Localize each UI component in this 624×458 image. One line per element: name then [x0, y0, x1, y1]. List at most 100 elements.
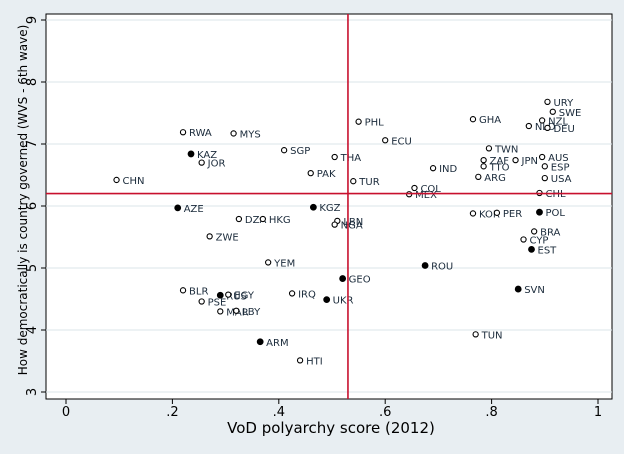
point-label-ury: URY — [553, 98, 574, 109]
x-tick-label: 1 — [594, 405, 602, 420]
y-tick-label: 8 — [25, 78, 40, 86]
point-geo — [339, 275, 347, 282]
point-label-tun: TUN — [481, 330, 503, 341]
x-tick-label: .4 — [273, 405, 285, 420]
point-arg — [475, 173, 482, 181]
point-label-pol: POL — [545, 208, 565, 219]
point-rwa — [179, 129, 187, 136]
point-chn — [113, 176, 120, 184]
point-jor — [198, 159, 205, 166]
y-tick-label: 4 — [25, 326, 40, 334]
y-axis-label: How democratically is country governed (… — [16, 25, 30, 376]
point-twn — [485, 145, 493, 152]
point-label-mex: MEX — [415, 190, 437, 201]
point-label-aus: AUS — [548, 153, 569, 164]
point-label-kgz: KGZ — [319, 203, 340, 214]
point-zaf — [480, 156, 487, 164]
point-gha — [469, 116, 477, 123]
grid-lines — [46, 19, 612, 393]
point-mys — [230, 130, 237, 137]
y-tick-label: 6 — [25, 202, 40, 210]
point-label-chn: CHN — [123, 176, 145, 187]
point-label-ecu: ECU — [391, 136, 412, 147]
point-dza — [235, 215, 243, 223]
point-hti — [296, 357, 304, 364]
point-zwe — [206, 233, 213, 240]
x-axis-ticks: 0 .2 .4 .6 .8 1 — [62, 399, 602, 420]
point-phl — [355, 118, 362, 125]
point-tto — [480, 163, 487, 170]
point-tur — [350, 178, 357, 185]
point-tha — [331, 153, 338, 161]
point-label-lby: LBY — [242, 307, 261, 318]
point-label-rus: RUS — [226, 291, 247, 302]
point-label-ind: IND — [439, 164, 457, 175]
point-nld — [525, 122, 532, 130]
point-rus — [216, 291, 224, 299]
x-tick-label: .2 — [166, 405, 178, 420]
point-label-rwa: RWA — [189, 128, 212, 139]
point-label-blr: BLR — [189, 286, 208, 297]
point-label-hti: HTI — [306, 356, 323, 367]
point-label-phl: PHL — [365, 118, 385, 129]
point-label-pak: PAK — [317, 169, 336, 180]
point-esp — [541, 163, 548, 170]
point-usa — [541, 174, 548, 182]
point-label-sgp: SGP — [290, 146, 310, 157]
point-ind — [429, 165, 437, 172]
point-yem — [265, 259, 272, 266]
point-hkg — [259, 215, 266, 223]
point-label-kaz: KAZ — [197, 150, 217, 161]
point-ecu — [382, 137, 389, 144]
point-est — [528, 245, 535, 253]
point-pol — [536, 208, 543, 216]
point-label-lbn: LBN — [343, 217, 363, 228]
x-tick-label: 0 — [62, 405, 70, 420]
point-aus — [538, 153, 546, 161]
point-label-geo: GEO — [349, 275, 371, 286]
point-lby — [233, 307, 240, 314]
point-label-nzl: NZL — [548, 116, 568, 127]
y-tick-label: 3 — [25, 388, 40, 396]
point-label-twn: TWN — [494, 144, 518, 155]
point-swe — [549, 108, 556, 115]
point-label-kor: KOR — [479, 209, 500, 220]
point-label-arg: ARG — [484, 173, 506, 184]
point-kor — [469, 210, 477, 217]
point-kgz — [309, 203, 317, 211]
point-svn — [514, 285, 522, 293]
point-label-tto: TTO — [489, 162, 510, 173]
point-label-gha: GHA — [479, 115, 501, 126]
point-ukr — [323, 296, 331, 304]
point-jpn — [512, 156, 519, 164]
point-label-esp: ESP — [551, 162, 570, 173]
reference-lines — [46, 14, 612, 399]
point-irq — [288, 290, 296, 297]
point-deu — [544, 124, 551, 132]
x-tick-label: .6 — [379, 405, 391, 420]
point-label-col: COL — [420, 184, 441, 195]
y-tick-label: 9 — [25, 16, 40, 24]
point-nzl — [538, 117, 546, 124]
point-ury — [544, 98, 551, 105]
point-label-est: EST — [538, 245, 558, 256]
point-label-deu: DEU — [553, 124, 574, 135]
point-bra — [531, 228, 538, 235]
point-label-cyp: CYP — [530, 235, 549, 246]
point-blr — [179, 287, 187, 294]
point-col — [411, 184, 418, 192]
point-label-svn: SVN — [524, 285, 545, 296]
point-nga — [331, 221, 338, 228]
point-label-chl: CHL — [545, 189, 566, 200]
point-label-jor: JOR — [207, 159, 226, 170]
y-axis-ticks: 3 4 5 6 7 8 9 — [25, 16, 46, 396]
point-sgp — [280, 147, 288, 154]
point-label-jpn: JPN — [521, 156, 538, 167]
point-label-hkg: HKG — [269, 215, 291, 226]
x-axis-label: VoD polyarchy score (2012) — [227, 419, 435, 437]
point-label-tha: THA — [340, 153, 362, 164]
point-label-zaf: ZAF — [490, 156, 510, 167]
point-label-aze: AZE — [184, 204, 204, 215]
point-tun — [472, 331, 479, 338]
